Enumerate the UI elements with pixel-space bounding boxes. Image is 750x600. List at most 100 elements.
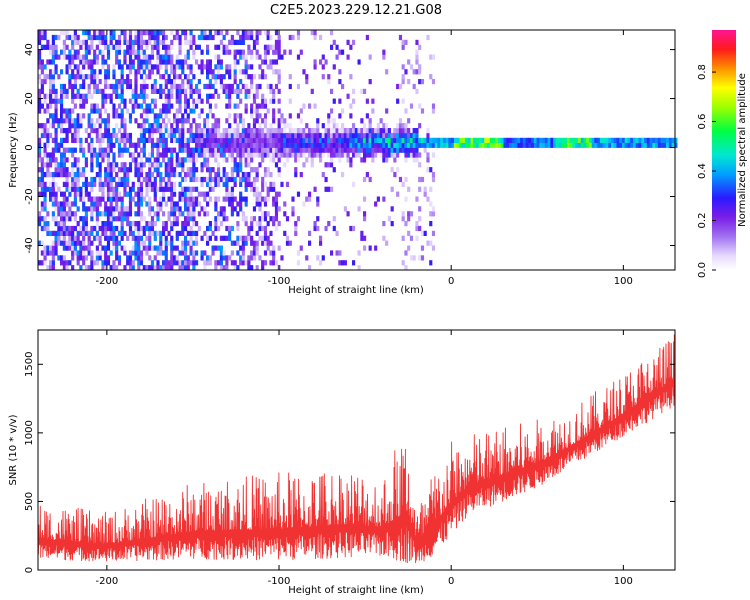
spectrogram-cell <box>239 167 243 173</box>
spectrogram-cell <box>164 137 168 143</box>
spectrogram-cell <box>84 137 88 143</box>
spectrogram-cell <box>222 137 226 143</box>
spectrogram-cell <box>371 142 375 148</box>
spectrogram-cell <box>277 137 281 143</box>
spectrogram-cell <box>200 98 204 104</box>
spectrogram-cell <box>396 123 400 129</box>
spectrogram-cell <box>407 216 411 222</box>
spectrogram-cell <box>484 142 488 148</box>
spectrogram-cell <box>390 206 394 212</box>
spectrogram-cell <box>117 83 122 90</box>
spectrogram-cell <box>572 142 576 148</box>
spectrogram-cell <box>181 265 185 271</box>
spectrogram-cell <box>170 167 174 173</box>
spectrogram-cell <box>352 132 356 139</box>
spectrogram-cell <box>396 83 400 90</box>
spectrogram-cell <box>142 83 146 90</box>
spectrogram-cell <box>255 230 259 236</box>
spectrogram-cell <box>572 137 576 143</box>
spectrogram-cell <box>137 176 141 183</box>
spectrogram-cell <box>71 162 75 168</box>
spectrogram-cell <box>219 83 223 90</box>
spectrogram-cell <box>123 132 127 139</box>
spectrogram-cell <box>51 69 55 75</box>
spectrogram-cell <box>241 216 245 222</box>
spectrogram-cell <box>332 132 336 139</box>
spectrogram-cell <box>263 216 268 222</box>
spectrogram-cell <box>65 118 69 124</box>
spectrogram-cell <box>82 206 86 212</box>
spectrogram-cell <box>104 245 108 251</box>
spectrogram-cell <box>178 172 182 178</box>
y-tick-label: 40 <box>24 43 35 56</box>
spectrogram-cell <box>415 235 419 241</box>
spectrogram-cell <box>184 201 188 207</box>
spectrogram-cell <box>401 39 405 45</box>
spectrogram-cell <box>338 152 342 158</box>
spectrogram-cell <box>137 250 141 256</box>
spectrogram-cell <box>382 128 386 134</box>
spectrogram-cell <box>313 64 317 70</box>
spectrogram-cell <box>71 39 75 45</box>
spectrogram-cell <box>200 49 204 55</box>
spectrogram-cell <box>68 54 72 60</box>
spectrogram-cell <box>186 206 190 212</box>
spectrogram-cell <box>310 30 314 36</box>
spectrogram-cell <box>401 181 405 187</box>
spectrogram-cell <box>137 69 141 75</box>
spectrogram-cell <box>189 34 193 41</box>
spectrogram-cell <box>98 88 102 94</box>
spectrogram-cell <box>101 39 105 45</box>
spectrogram-cell <box>588 137 593 143</box>
spectrogram-cell <box>46 221 50 227</box>
spectrogram-cell <box>40 162 44 168</box>
spectrogram-cell <box>236 132 240 139</box>
spectrogram-cell <box>316 216 320 222</box>
spectrogram-cell <box>49 88 53 94</box>
spectrogram-cell <box>186 79 190 85</box>
spectrogram-cell <box>120 98 124 104</box>
spectrogram-cell <box>181 147 185 153</box>
spectrogram-cell <box>62 196 66 202</box>
spectrogram-cell <box>409 137 414 143</box>
spectrogram-cell <box>668 142 672 148</box>
spectrogram-cell <box>120 83 124 90</box>
spectrogram-cell <box>148 30 152 36</box>
spectrogram-cell <box>258 142 262 148</box>
spectrogram-cell <box>112 162 116 168</box>
spectrogram-cell <box>189 83 193 90</box>
y-tick-label: 1000 <box>24 420 35 445</box>
spectrogram-cell <box>90 211 94 217</box>
spectrogram-cell <box>68 191 72 197</box>
spectrogram-cell <box>288 142 292 148</box>
spectrogram-cell <box>62 162 66 168</box>
spectrogram-cell <box>139 34 144 41</box>
spectrogram-cell <box>164 103 168 109</box>
spectrogram-cell <box>327 147 331 153</box>
spectrogram-cell <box>51 137 55 143</box>
spectrogram-cell <box>51 172 55 178</box>
spectrogram-cell <box>335 250 339 256</box>
spectrogram-cell <box>73 225 77 232</box>
spectrogram-cell <box>263 235 268 241</box>
spectrogram-cell <box>40 240 44 246</box>
spectrogram-cell <box>95 196 99 202</box>
spectrogram-cell <box>291 132 295 139</box>
spectrogram-cell <box>65 64 69 70</box>
spectrogram-cell <box>349 44 353 50</box>
spectrogram-cell <box>420 79 425 85</box>
spectrogram-cell <box>239 181 243 187</box>
spectrogram-cell <box>465 142 469 148</box>
spectrogram-cell <box>123 176 127 183</box>
spectrogram-cell <box>387 137 391 143</box>
spectrogram-cell <box>368 147 372 153</box>
spectrogram-cell <box>51 255 55 261</box>
spectrogram-cell <box>112 74 116 80</box>
spectrogram-cell <box>148 176 152 183</box>
spectrogram-cell <box>126 206 130 212</box>
spectrogram-cell <box>261 240 265 246</box>
spectrogram-cell <box>252 152 257 158</box>
spectrogram-cell <box>398 142 403 148</box>
spectrogram-cell <box>139 128 144 134</box>
spectrogram-cell <box>82 221 86 227</box>
